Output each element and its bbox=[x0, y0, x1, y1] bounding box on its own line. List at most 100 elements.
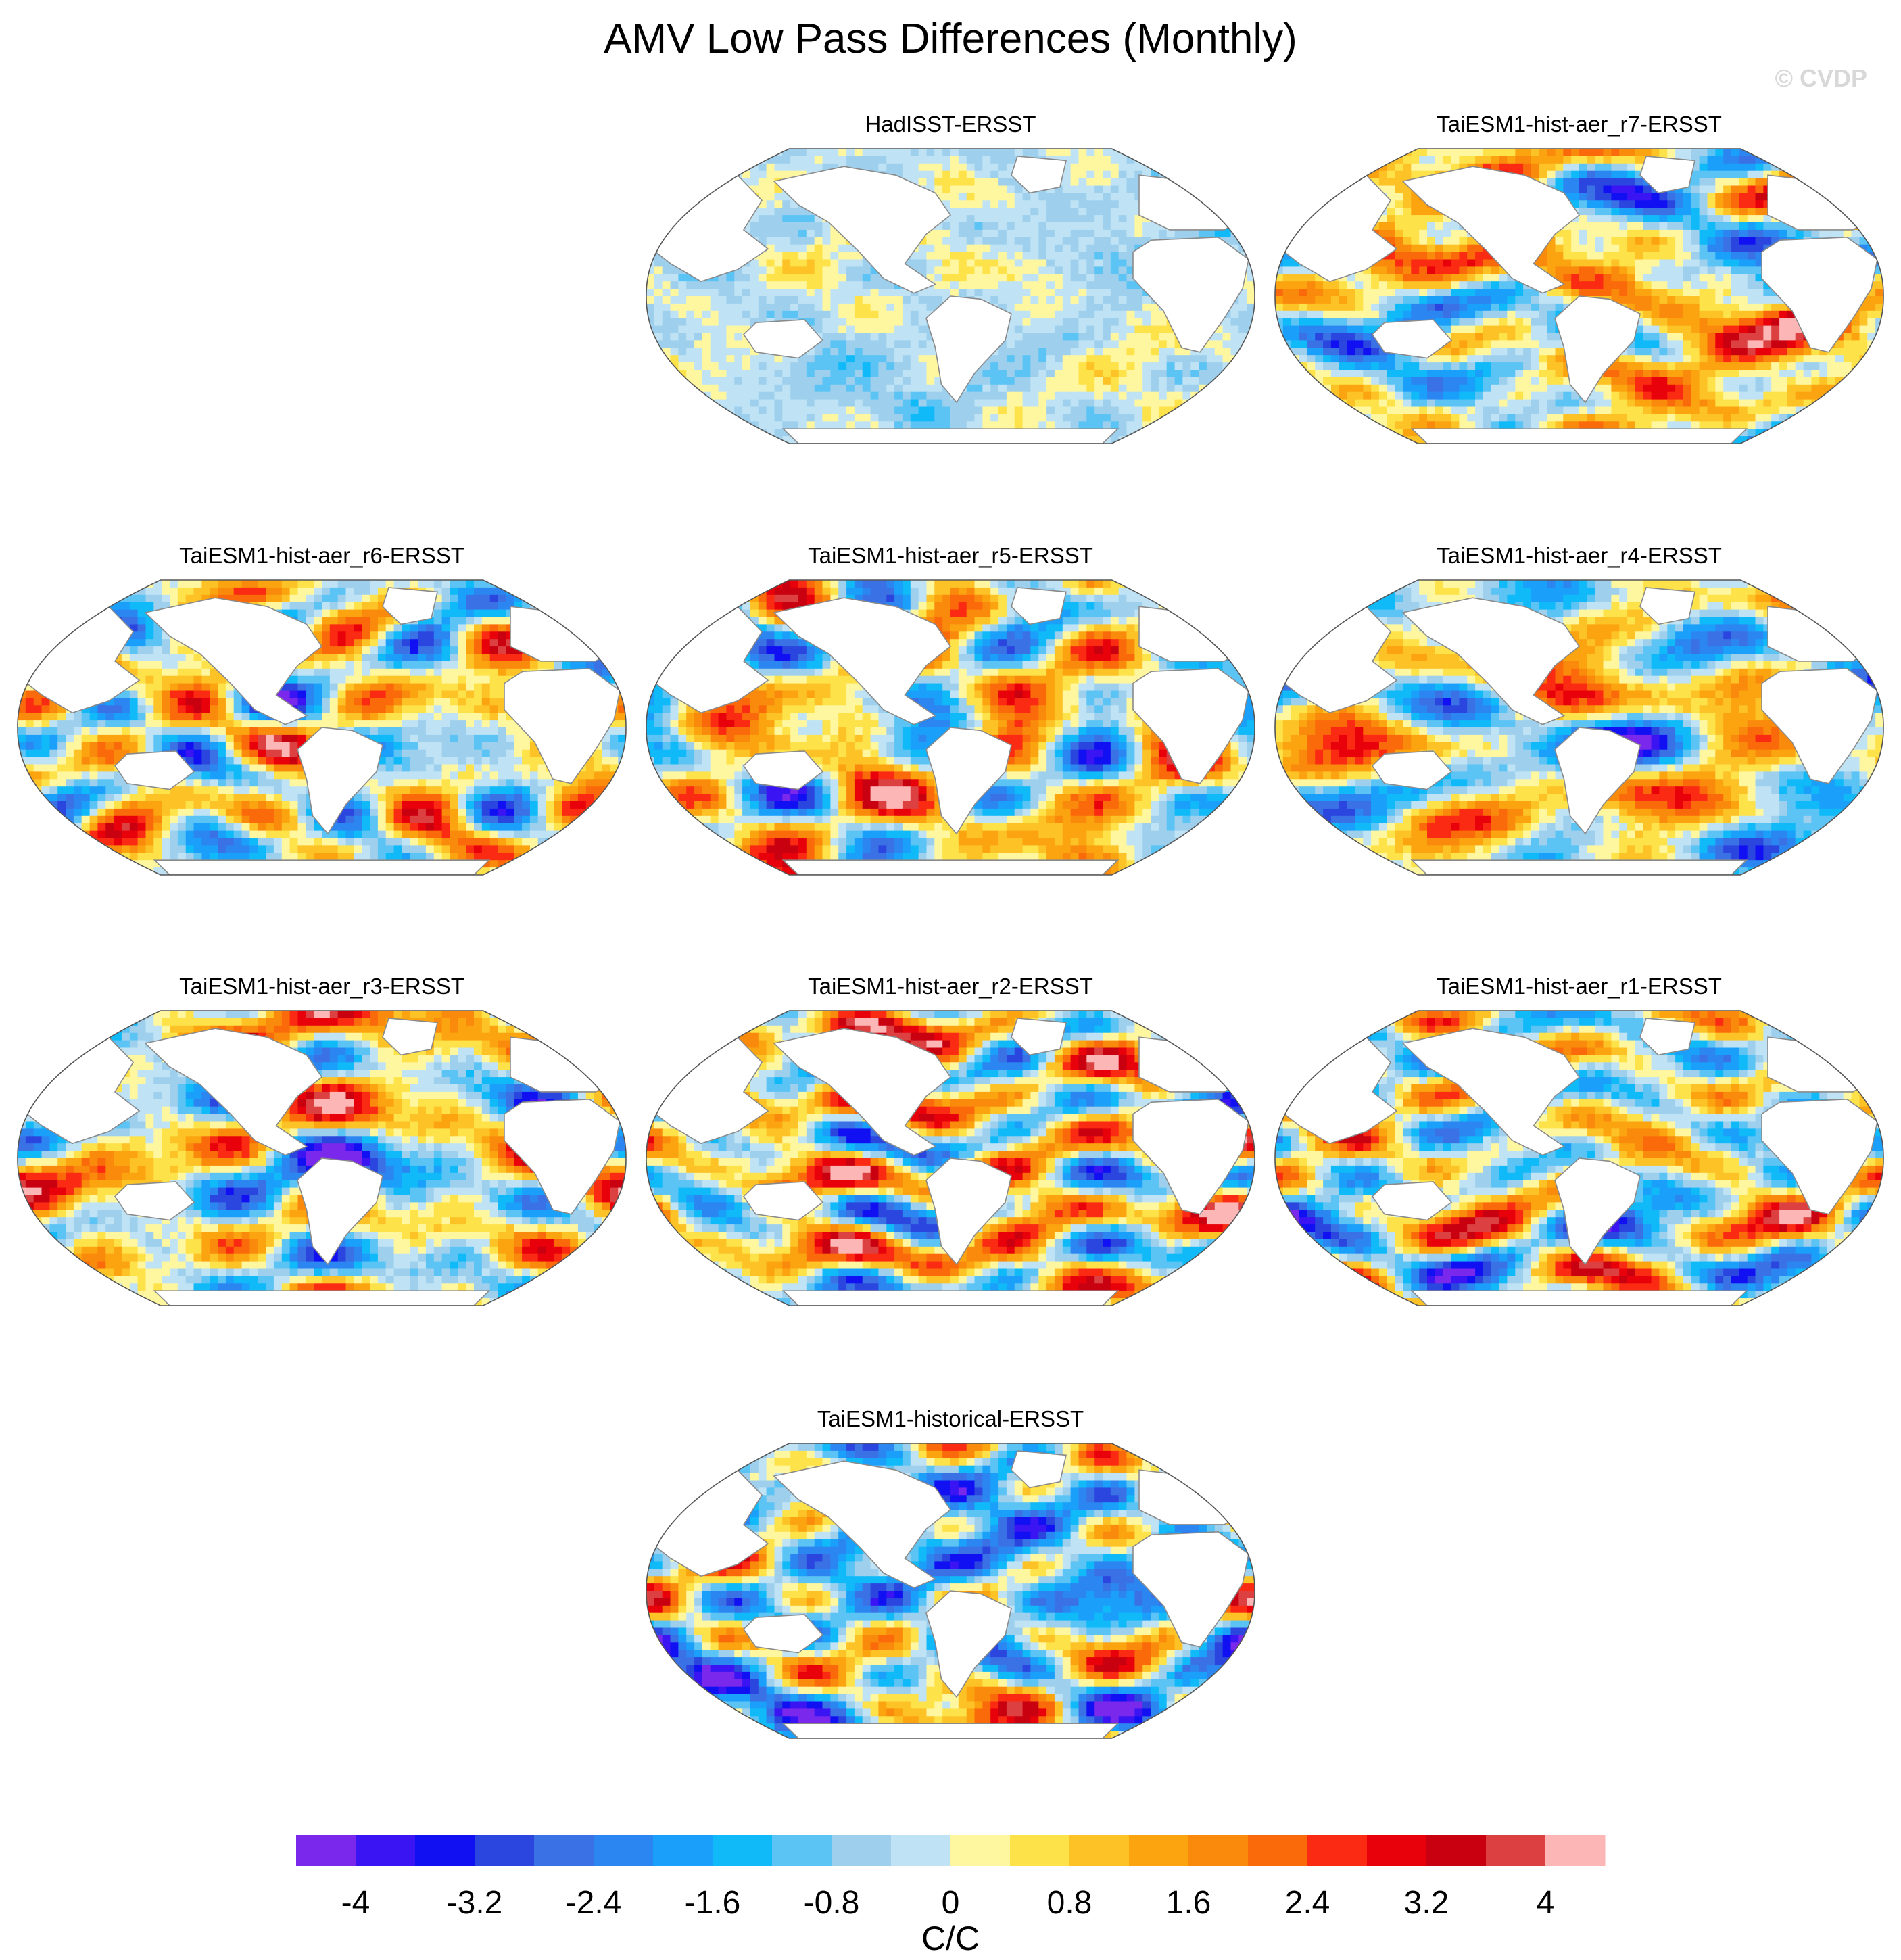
colorbar-swatch bbox=[1307, 1835, 1368, 1866]
land-mass bbox=[773, 1028, 952, 1156]
map-outline bbox=[17, 1010, 627, 1306]
panel-title: TaiESM1-hist-aer_r1-ERSST bbox=[1437, 974, 1722, 999]
map-outline bbox=[646, 1010, 1255, 1306]
land-mass bbox=[1767, 174, 1879, 231]
land-mass bbox=[1767, 1036, 1879, 1093]
land-mass bbox=[382, 587, 438, 625]
map-panel: TaiESM1-hist-aer_r3-ERSST bbox=[17, 974, 627, 1306]
land-mass bbox=[1761, 1098, 1878, 1215]
anomaly-field bbox=[1275, 1011, 1883, 1306]
map-outline bbox=[1274, 579, 1884, 876]
land-mass bbox=[1138, 174, 1250, 231]
land-mass bbox=[1138, 1469, 1250, 1525]
land-mass bbox=[1410, 428, 1748, 444]
land-mass bbox=[1554, 295, 1641, 404]
colorbar-tick-label: -3.2 bbox=[447, 1885, 503, 1921]
land-mass bbox=[925, 1157, 1012, 1266]
map-outline bbox=[17, 579, 627, 876]
land-mass bbox=[773, 1460, 952, 1589]
colorbar-swatch bbox=[1010, 1835, 1070, 1866]
land-mass bbox=[1132, 236, 1249, 353]
land-mass bbox=[1132, 1531, 1249, 1648]
map-outline bbox=[1274, 1010, 1884, 1306]
anomaly-field bbox=[1275, 580, 1883, 875]
anomaly-field bbox=[18, 1011, 626, 1306]
colorbar-units: C/C bbox=[921, 1919, 980, 1957]
land-mass bbox=[510, 606, 621, 662]
colorbar-swatch bbox=[772, 1835, 832, 1866]
land-mass bbox=[781, 1290, 1120, 1306]
colorbar-tick-label: 2.4 bbox=[1285, 1885, 1330, 1921]
colorbar-swatch bbox=[950, 1835, 1011, 1866]
land-mass bbox=[1401, 597, 1581, 725]
land-mass bbox=[1554, 727, 1641, 835]
map-panel: TaiESM1-hist-aer_r4-ERSST bbox=[1274, 543, 1884, 876]
colorbar-swatch bbox=[1426, 1835, 1487, 1866]
panel-title: TaiESM1-hist-aer_r4-ERSST bbox=[1437, 543, 1722, 568]
land-mass bbox=[1410, 859, 1748, 875]
colorbar-swatch bbox=[1188, 1835, 1249, 1866]
land-mass bbox=[1132, 1098, 1249, 1215]
colorbar-swatch bbox=[1486, 1835, 1546, 1866]
colorbar-tick-label: 4 bbox=[1537, 1885, 1555, 1921]
land-mass bbox=[510, 1036, 621, 1093]
colorbar-swatch bbox=[891, 1835, 951, 1866]
land-mass bbox=[1011, 1018, 1067, 1056]
colorbar-tick-label: 3.2 bbox=[1404, 1885, 1449, 1921]
land-mass bbox=[144, 597, 323, 725]
colorbar-swatch bbox=[1129, 1835, 1189, 1866]
land-mass bbox=[781, 428, 1120, 444]
cvdp-watermark: © CVDP bbox=[1775, 64, 1867, 92]
land-mass bbox=[1371, 750, 1453, 790]
land-mass bbox=[382, 1018, 438, 1056]
land-mass bbox=[1132, 667, 1249, 784]
colorbar-tick-label: 0 bbox=[942, 1885, 960, 1921]
colorbar-swatch bbox=[594, 1835, 654, 1866]
land-mass bbox=[1761, 236, 1878, 353]
land-mass bbox=[144, 1028, 323, 1156]
colorbar-tick-label: -1.6 bbox=[685, 1885, 741, 1921]
panel-title: TaiESM1-hist-aer_r5-ERSST bbox=[808, 543, 1093, 568]
colorbar-tick-label: -2.4 bbox=[566, 1885, 622, 1921]
anomaly-field bbox=[646, 580, 1255, 875]
colorbar-swatch bbox=[832, 1835, 892, 1866]
land-mass bbox=[925, 295, 1012, 404]
land-mass bbox=[1011, 1450, 1067, 1489]
panel-title: TaiESM1-hist-aer_r3-ERSST bbox=[179, 974, 464, 999]
land-mass bbox=[1554, 1157, 1641, 1266]
map-panel: TaiESM1-hist-aer_r1-ERSST bbox=[1274, 974, 1884, 1306]
colorbar-swatch bbox=[356, 1835, 416, 1866]
panel-title: TaiESM1-hist-aer_r2-ERSST bbox=[808, 974, 1093, 999]
land-mass bbox=[504, 667, 621, 784]
colorbar-tick-label: -4 bbox=[341, 1885, 370, 1921]
land-mass bbox=[742, 750, 824, 790]
colorbar: -4 -3.2 -2.4 -1.6 -0.8 0 0.8 1.6 2.4 3.2 4 C/C bbox=[296, 1835, 1606, 1957]
colorbar-tick-label: 0.8 bbox=[1047, 1885, 1092, 1921]
colorbar-swatch bbox=[534, 1835, 594, 1866]
map-panel: TaiESM1-hist-aer_r7-ERSST bbox=[1274, 112, 1884, 444]
map-panel: TaiESM1-hist-aer_r5-ERSST bbox=[646, 543, 1255, 876]
land-mass bbox=[781, 1723, 1120, 1738]
land-mass bbox=[297, 1157, 383, 1266]
colorbar-swatch bbox=[653, 1835, 713, 1866]
land-mass bbox=[1371, 319, 1453, 359]
land-mass bbox=[1639, 1018, 1695, 1056]
map-panel: TaiESM1-hist-aer_r2-ERSST bbox=[646, 974, 1255, 1306]
anomaly-field bbox=[646, 149, 1255, 444]
land-mass bbox=[1138, 1036, 1250, 1093]
colorbar-swatch bbox=[713, 1835, 773, 1866]
land-mass bbox=[1767, 606, 1879, 662]
land-mass bbox=[297, 727, 383, 835]
map-panel: HadISST-ERSST bbox=[646, 112, 1255, 444]
land-mass bbox=[1138, 606, 1250, 662]
land-mass bbox=[114, 750, 195, 790]
land-mass bbox=[742, 319, 824, 359]
land-mass bbox=[114, 1181, 195, 1221]
land-mass bbox=[1011, 587, 1067, 625]
map-panel: TaiESM1-hist-aer_r6-ERSST bbox=[17, 543, 627, 876]
panel-title: HadISST-ERSST bbox=[865, 112, 1036, 137]
panel-title: TaiESM1-hist-aer_r7-ERSST bbox=[1437, 112, 1722, 137]
land-mass bbox=[504, 1098, 621, 1215]
colorbar-tick-label: -0.8 bbox=[804, 1885, 860, 1921]
